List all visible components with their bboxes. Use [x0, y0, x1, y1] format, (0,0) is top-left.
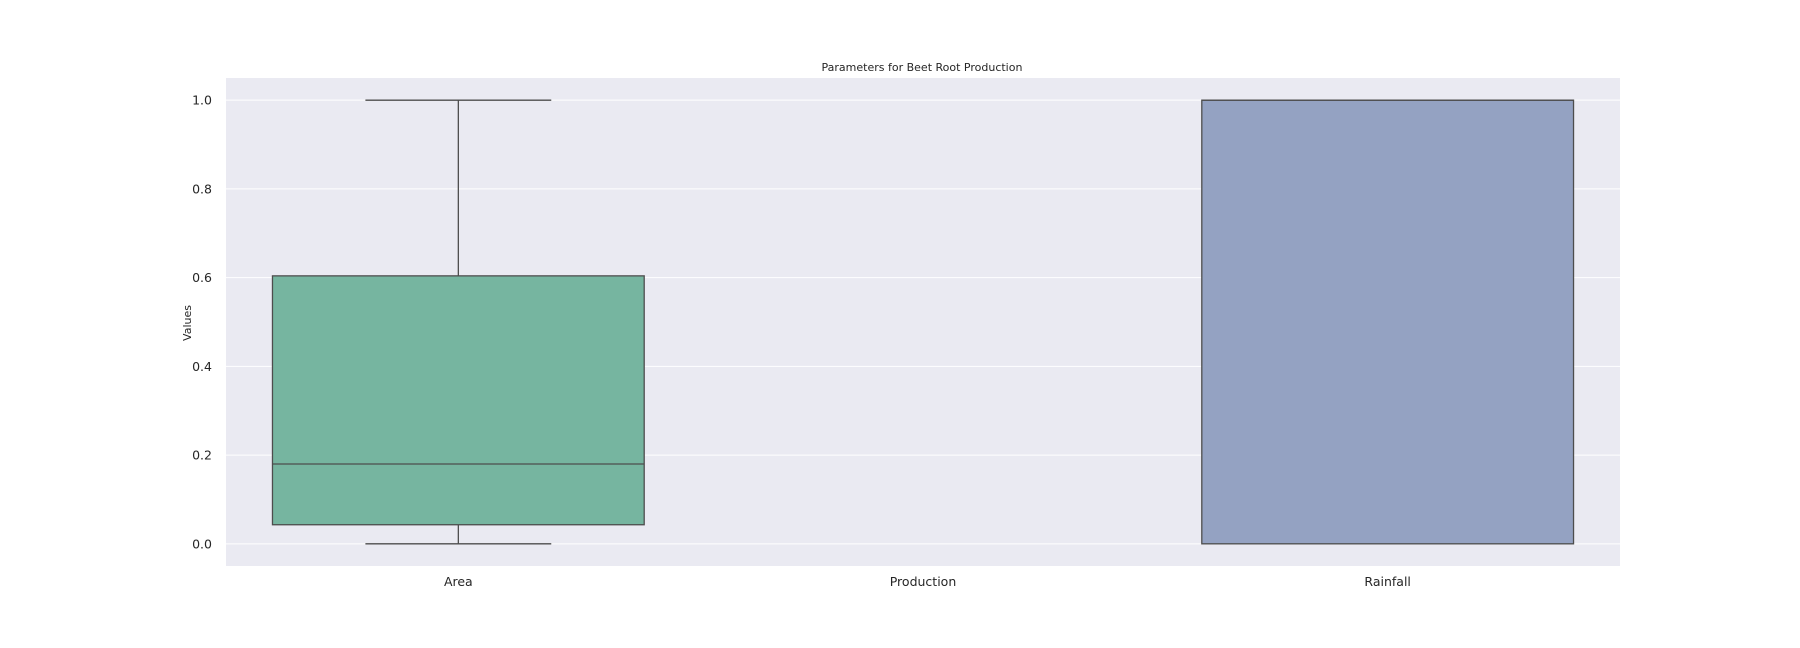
- y-tick-label: 0.0: [192, 536, 212, 551]
- box-area: [271, 99, 645, 545]
- box-rainfall: [1201, 99, 1575, 545]
- y-tick-labels: 0.0 0.2 0.4 0.6 0.8 1.0: [192, 93, 212, 552]
- boxes: [271, 99, 1575, 545]
- x-tick-label: Area: [444, 574, 473, 589]
- chart-title: Parameters for Beet Root Production: [822, 61, 1023, 74]
- y-tick-label: 1.0: [192, 93, 212, 108]
- y-axis-label: Values: [181, 305, 194, 341]
- x-tick-labels: Area Production Rainfall: [444, 574, 1411, 589]
- iqr-box: [1201, 99, 1575, 545]
- y-tick-label: 0.4: [192, 359, 212, 374]
- y-tick-label: 0.2: [192, 448, 212, 463]
- iqr-box: [271, 275, 645, 526]
- x-tick-label: Rainfall: [1364, 574, 1410, 589]
- x-tick-label: Production: [890, 574, 957, 589]
- y-tick-label: 0.6: [192, 270, 212, 285]
- y-tick-label: 0.8: [192, 181, 212, 196]
